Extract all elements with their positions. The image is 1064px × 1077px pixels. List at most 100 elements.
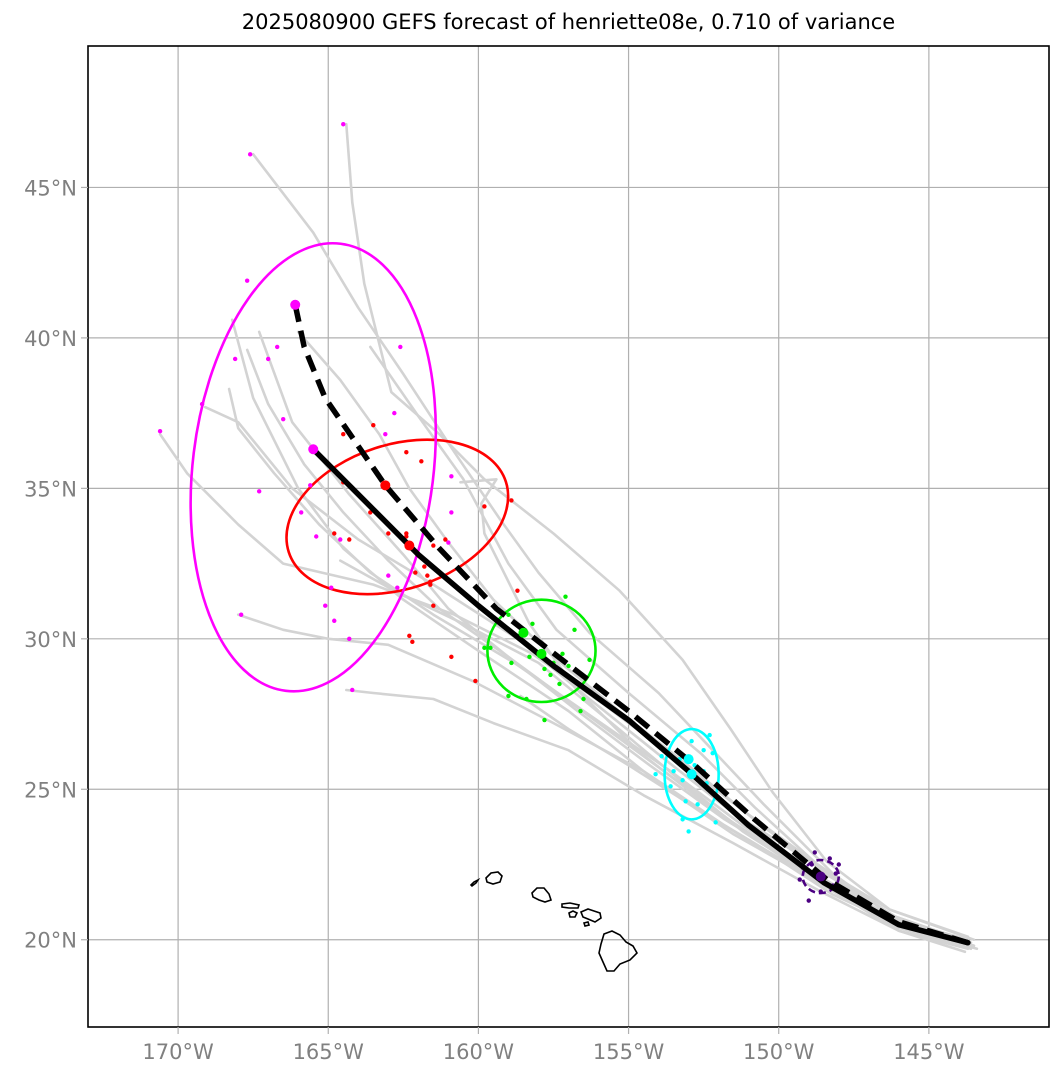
grid-lines bbox=[88, 46, 1049, 1027]
member-point-t3 bbox=[506, 693, 511, 699]
mean-track-dashed bbox=[292, 304, 969, 946]
island-lanai bbox=[568, 910, 579, 918]
member-point-t1 bbox=[809, 862, 814, 867]
member-point-t4 bbox=[425, 573, 430, 578]
member-point-t5 bbox=[256, 489, 262, 494]
member-positions bbox=[157, 122, 841, 903]
island-oahu bbox=[531, 887, 553, 903]
member-point-t1 bbox=[806, 898, 811, 903]
member-point-t5 bbox=[392, 410, 397, 416]
member-point-t2 bbox=[659, 753, 664, 759]
member-track bbox=[344, 122, 976, 942]
member-point-t3 bbox=[542, 717, 547, 723]
member-point-t5 bbox=[350, 687, 355, 693]
member-point-t5 bbox=[299, 510, 304, 515]
member-track bbox=[338, 559, 967, 948]
member-track bbox=[227, 387, 976, 948]
member-point-t2 bbox=[707, 732, 712, 738]
island-kauai bbox=[485, 871, 503, 885]
member-point-t5 bbox=[449, 510, 454, 515]
y-tick-label: 30°N bbox=[24, 628, 77, 652]
member-point-t2 bbox=[680, 778, 685, 783]
member-track bbox=[459, 477, 970, 945]
member-point-t5 bbox=[449, 474, 454, 479]
member-point-t3 bbox=[572, 627, 577, 632]
x-tick-label: 160°W bbox=[443, 1040, 515, 1064]
member-point-t1 bbox=[836, 862, 841, 867]
member-point-t2 bbox=[668, 784, 673, 789]
member-point-t4 bbox=[413, 570, 418, 575]
uncertainty-ellipses bbox=[189, 241, 841, 895]
member-point-t2 bbox=[713, 820, 718, 825]
axis-ticks: 170°W 165°W 160°W 155°W 150°W 145°W 20°N 25°N 30… bbox=[24, 176, 965, 1064]
member-point-t4 bbox=[428, 579, 433, 584]
member-point-t3 bbox=[542, 666, 547, 672]
island-hawaii bbox=[598, 930, 638, 972]
member-point-t3 bbox=[560, 651, 565, 657]
member-point-t5 bbox=[308, 483, 313, 488]
mean-marker-t4 bbox=[380, 480, 391, 491]
member-point-t2 bbox=[683, 799, 688, 804]
member-point-t4 bbox=[371, 422, 376, 428]
member-point-t3 bbox=[578, 708, 583, 714]
member-point-t5 bbox=[232, 356, 238, 362]
member-point-t5 bbox=[274, 344, 280, 350]
x-tick-label: 165°W bbox=[293, 1040, 365, 1064]
member-point-t3 bbox=[557, 681, 562, 687]
mean-marker-t1 bbox=[815, 871, 826, 882]
member-track bbox=[203, 405, 970, 939]
member-point-t4 bbox=[407, 633, 412, 639]
member-track bbox=[158, 432, 973, 945]
member-point-t4 bbox=[473, 678, 478, 684]
member-point-t4 bbox=[449, 654, 454, 660]
member-point-t5 bbox=[347, 636, 352, 642]
y-tick-label: 25°N bbox=[24, 778, 77, 802]
island-molokai bbox=[561, 902, 581, 909]
member-point-t5 bbox=[265, 356, 271, 362]
member-point-t5 bbox=[332, 618, 337, 623]
member-point-t5 bbox=[199, 401, 205, 407]
uncertainty-ellipse-t2 bbox=[663, 727, 720, 821]
member-point-t5 bbox=[398, 344, 403, 350]
member-point-t4 bbox=[341, 431, 346, 437]
member-point-t3 bbox=[566, 663, 571, 669]
uncertainty-ellipse-t3 bbox=[486, 598, 597, 704]
member-point-t1 bbox=[797, 877, 802, 882]
member-track bbox=[296, 330, 973, 945]
member-point-t3 bbox=[482, 645, 487, 651]
y-tick-label: 35°N bbox=[24, 477, 77, 501]
member-point-t3 bbox=[524, 696, 529, 702]
mean-marker-t2 bbox=[683, 754, 694, 765]
x-tick-label: 150°W bbox=[743, 1040, 815, 1064]
mean-track-solid bbox=[310, 446, 971, 946]
x-tick-label: 155°W bbox=[593, 1040, 665, 1064]
y-tick-label: 20°N bbox=[24, 929, 77, 953]
member-point-t5 bbox=[314, 534, 319, 539]
member-point-t4 bbox=[386, 531, 391, 536]
member-point-t4 bbox=[410, 639, 415, 645]
member-point-t4 bbox=[419, 459, 424, 464]
mean-marker-t3 bbox=[518, 627, 529, 638]
chart-title: 2025080900 GEFS forecast of henriette08e… bbox=[241, 10, 896, 34]
member-point-t5 bbox=[446, 540, 451, 545]
y-tick-label: 40°N bbox=[24, 327, 77, 351]
member-point-t4 bbox=[422, 564, 427, 569]
member-point-t4 bbox=[347, 537, 352, 542]
member-point-t3 bbox=[488, 645, 493, 651]
member-point-t5 bbox=[341, 122, 346, 127]
member-point-t2 bbox=[680, 817, 685, 822]
member-point-t1 bbox=[833, 871, 838, 876]
member-point-t2 bbox=[689, 738, 694, 744]
member-point-t3 bbox=[548, 672, 553, 678]
member-point-t4 bbox=[404, 450, 409, 455]
member-point-t2 bbox=[686, 829, 691, 834]
member-point-t2 bbox=[671, 769, 676, 774]
member-point-t4 bbox=[443, 537, 448, 542]
member-point-t3 bbox=[506, 612, 511, 617]
mean-marker-t5 bbox=[308, 444, 319, 455]
member-point-t3 bbox=[563, 594, 568, 599]
member-track bbox=[251, 153, 976, 948]
y-tick-label: 45°N bbox=[24, 176, 77, 200]
member-point-t2 bbox=[710, 750, 715, 756]
